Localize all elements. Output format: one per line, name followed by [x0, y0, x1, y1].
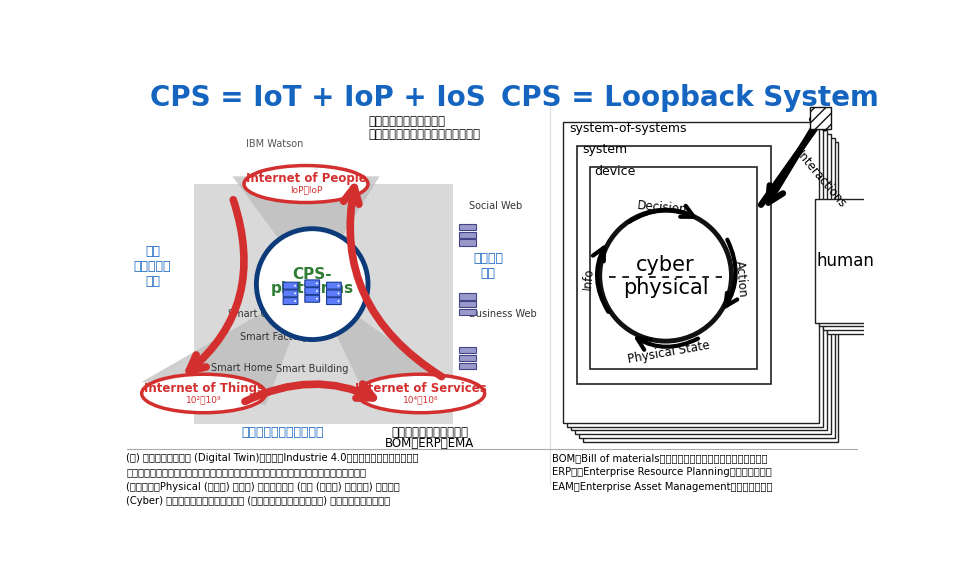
FancyBboxPatch shape — [305, 280, 320, 287]
Text: Decision: Decision — [636, 199, 688, 217]
Text: 人と
ロボットの
協調: 人と ロボットの 協調 — [133, 245, 171, 288]
Bar — [583, 142, 838, 442]
Circle shape — [338, 285, 340, 287]
Text: Business Web: Business Web — [468, 309, 537, 319]
FancyBboxPatch shape — [305, 296, 320, 303]
Bar — [459, 355, 476, 361]
Circle shape — [338, 300, 340, 302]
Circle shape — [316, 290, 318, 292]
Polygon shape — [232, 176, 379, 284]
Bar — [459, 224, 476, 230]
Bar — [571, 130, 827, 430]
FancyBboxPatch shape — [283, 298, 298, 304]
Text: ユーザー
体感: ユーザー 体感 — [473, 252, 503, 280]
Bar — [567, 126, 823, 426]
Circle shape — [294, 300, 296, 302]
Circle shape — [256, 229, 368, 339]
Bar — [823, 207, 883, 331]
Circle shape — [600, 210, 732, 341]
FancyBboxPatch shape — [283, 290, 298, 297]
Text: physical: physical — [623, 278, 708, 298]
Text: 10⁴・10⁶: 10⁴・10⁶ — [403, 395, 439, 404]
Text: Physical State: Physical State — [627, 339, 710, 366]
Bar — [819, 203, 879, 326]
Ellipse shape — [142, 374, 266, 413]
Text: IoP・IoP: IoP・IoP — [290, 186, 323, 194]
Text: Action: Action — [732, 260, 749, 298]
Text: CPS = Loopback System: CPS = Loopback System — [501, 84, 878, 112]
Circle shape — [316, 298, 318, 300]
FancyBboxPatch shape — [305, 287, 320, 294]
Polygon shape — [312, 284, 483, 405]
Bar — [459, 301, 476, 307]
Text: platforms: platforms — [271, 281, 354, 296]
Text: ユーザー・プロフィール: ユーザー・プロフィール — [392, 426, 468, 439]
Text: デジタル・ツイン（注）: デジタル・ツイン（注） — [242, 426, 324, 439]
Bar — [459, 363, 476, 369]
Text: Info: Info — [581, 267, 595, 290]
Text: コグニティブ・コンピューティング: コグニティブ・コンピューティング — [368, 128, 480, 141]
Text: BOM、ERP、EMA: BOM、ERP、EMA — [385, 437, 474, 450]
Text: CPS-: CPS- — [293, 267, 332, 283]
Text: Smart Factory: Smart Factory — [240, 332, 308, 342]
Bar — [577, 145, 771, 384]
Bar — [815, 200, 876, 322]
Bar — [575, 134, 830, 434]
Circle shape — [266, 238, 359, 331]
FancyBboxPatch shape — [326, 290, 341, 297]
Bar — [809, 107, 831, 128]
Bar — [564, 123, 819, 423]
Bar — [827, 211, 887, 334]
Text: Social Web: Social Web — [468, 201, 522, 211]
Text: Internet of People: Internet of People — [246, 172, 367, 185]
Text: CPS = IoT + IoP + IoS: CPS = IoT + IoP + IoS — [150, 84, 486, 112]
Text: system: system — [582, 143, 627, 157]
Circle shape — [316, 283, 318, 284]
Bar — [459, 293, 476, 300]
FancyBboxPatch shape — [326, 298, 341, 304]
Text: Smart Grid: Smart Grid — [228, 309, 281, 319]
Bar — [589, 167, 757, 369]
Text: human: human — [816, 252, 875, 270]
Bar — [459, 309, 476, 315]
FancyBboxPatch shape — [326, 282, 341, 289]
Text: Smart Building: Smart Building — [276, 364, 348, 374]
Text: system-of-systems: system-of-systems — [569, 121, 687, 135]
Bar — [459, 239, 476, 246]
Text: モバイル／ウェアラブル: モバイル／ウェアラブル — [368, 114, 445, 128]
Text: Internet of Services: Internet of Services — [355, 381, 487, 395]
Polygon shape — [194, 184, 453, 425]
Text: Interactions: Interactions — [794, 149, 849, 211]
Polygon shape — [142, 284, 312, 405]
Text: (注) デジタル・ツイン (Digital Twin)：例えばIndustrie 4.0のような次世代のものづく
りを行うシステムにおける重要なコンセプトの１つ: (注) デジタル・ツイン (Digital Twin)：例えばIndustrie… — [126, 453, 419, 506]
Text: Smart Home: Smart Home — [211, 363, 273, 373]
Text: device: device — [594, 165, 636, 178]
Text: Internet of Things: Internet of Things — [144, 381, 264, 395]
Text: 10²・10⁹: 10²・10⁹ — [186, 395, 222, 404]
Circle shape — [294, 285, 296, 287]
Ellipse shape — [244, 165, 368, 203]
Ellipse shape — [357, 374, 485, 413]
Text: cyber: cyber — [636, 255, 695, 275]
Circle shape — [294, 293, 296, 294]
Text: IBM Watson: IBM Watson — [247, 140, 303, 150]
Bar — [459, 232, 476, 238]
Circle shape — [338, 293, 340, 294]
Bar — [459, 347, 476, 353]
FancyBboxPatch shape — [283, 282, 298, 289]
Text: BOM：Bill of materials、製造業など使用される部品表の一形態
ERP　：Enterprise Resource Planning、企業資源管理: BOM：Bill of materials、製造業など使用される部品表の一形態 … — [552, 453, 773, 492]
Bar — [579, 138, 834, 438]
